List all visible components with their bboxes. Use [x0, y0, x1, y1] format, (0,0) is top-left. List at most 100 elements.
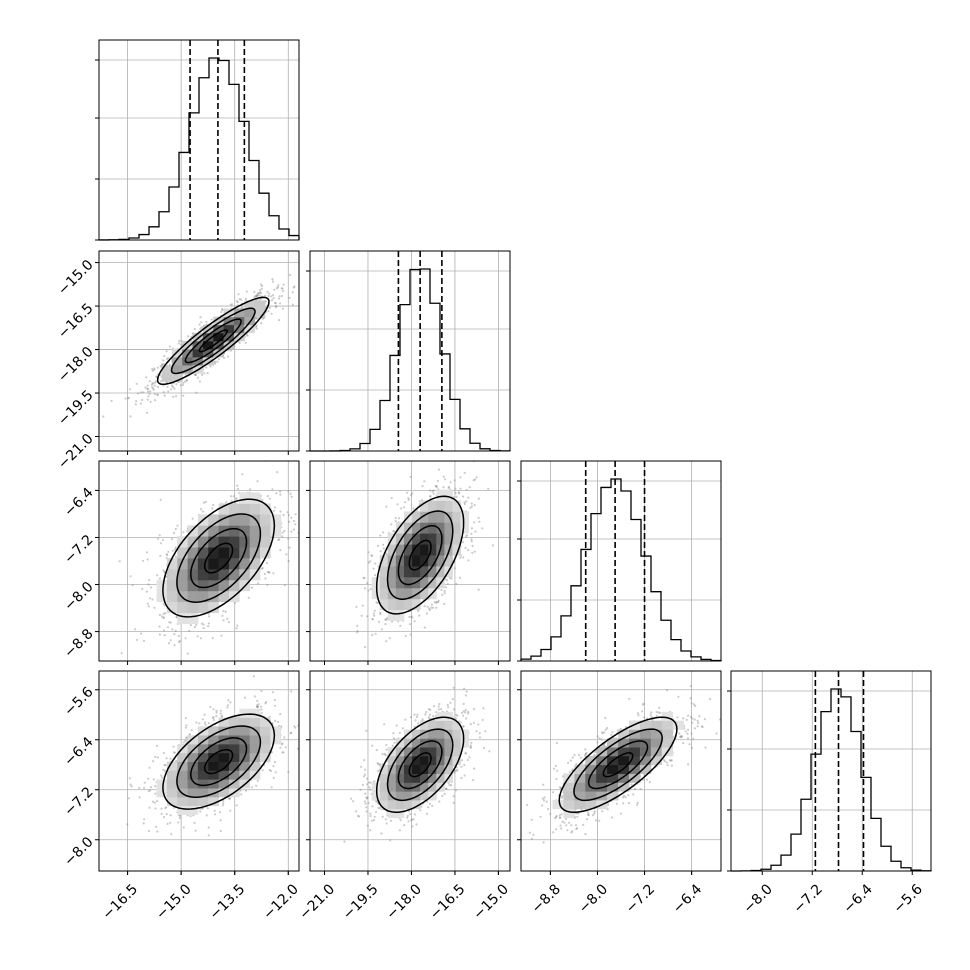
sample-point [385, 505, 388, 508]
sample-point [356, 624, 359, 628]
sample-point [474, 478, 477, 481]
sample-point [384, 623, 387, 626]
sample-point [255, 317, 258, 320]
sample-point [145, 551, 149, 554]
sample-point [474, 530, 477, 533]
density-cell [249, 525, 261, 537]
density-cell [202, 332, 214, 342]
sample-point [459, 476, 462, 479]
sample-point [274, 306, 278, 309]
sample-point [453, 567, 456, 570]
density-cell [452, 544, 461, 556]
sample-point [261, 284, 264, 288]
density-cell [452, 522, 461, 534]
density-cell [234, 308, 245, 318]
sample-point [187, 335, 190, 338]
sample-point [467, 496, 470, 499]
axes-frame [730, 670, 932, 872]
sample-point [366, 615, 369, 618]
sample-point [254, 294, 258, 298]
sample-point [167, 390, 170, 393]
sample-point [300, 520, 302, 522]
density-cell [244, 308, 255, 318]
sample-point [379, 534, 382, 537]
sample-point [147, 790, 150, 793]
density-cell [156, 590, 168, 603]
sample-point [158, 625, 161, 628]
sample-point [517, 505, 519, 507]
sample-point [198, 380, 201, 383]
sample-point [398, 517, 401, 520]
density-cell [436, 533, 445, 545]
density-cell [270, 514, 282, 526]
sample-point [146, 558, 149, 561]
sample-point [437, 601, 440, 604]
sample-point [193, 625, 196, 629]
sample-point [177, 634, 180, 638]
sample-point [173, 644, 176, 647]
sample-point [440, 588, 443, 592]
density-cell [436, 511, 445, 523]
sample-point [282, 514, 285, 517]
sample-point [224, 610, 227, 613]
sample-point [175, 383, 178, 386]
density-cell [428, 533, 437, 545]
sample-point [226, 617, 229, 620]
sample-point [276, 286, 279, 289]
sample-point [292, 519, 296, 523]
sample-point [193, 327, 196, 331]
density-cell [192, 348, 204, 358]
density-cell [234, 316, 245, 326]
sample-point [370, 554, 374, 558]
sample-point [169, 639, 172, 642]
density-cell [436, 566, 445, 578]
sample-point [156, 385, 160, 389]
sample-point [356, 631, 359, 634]
sample-point [163, 355, 166, 358]
density-cell [379, 555, 389, 567]
sample-point [220, 310, 223, 314]
density-cell [395, 566, 405, 578]
sample-point [165, 350, 168, 353]
sample-point [220, 634, 223, 637]
sample-point [156, 574, 159, 577]
sample-point [178, 817, 181, 820]
sample-point [457, 491, 461, 494]
density-cell [249, 514, 261, 526]
scatter-panel-p2-p3 [306, 460, 519, 665]
density-cell [218, 590, 230, 603]
density-cell [218, 536, 230, 548]
sample-point [216, 360, 219, 363]
sample-point [283, 529, 286, 533]
density-cell [171, 365, 183, 374]
sample-point [435, 484, 438, 488]
sample-point [236, 484, 239, 487]
sample-point [138, 796, 141, 799]
sample-point [432, 489, 435, 492]
sample-point [470, 527, 473, 530]
sample-point [202, 623, 205, 626]
sample-point [382, 531, 385, 534]
sample-point [473, 504, 476, 507]
density-cell [192, 340, 204, 350]
sample-point [135, 400, 138, 403]
sample-point [446, 579, 449, 582]
y-tick-label: −7.2 [61, 532, 96, 567]
density-cell [229, 579, 240, 592]
sample-point [212, 708, 215, 711]
sample-point [475, 476, 478, 479]
sample-point [150, 383, 153, 386]
sample-point [274, 771, 277, 774]
sample-point [159, 554, 162, 558]
sample-point [444, 578, 447, 581]
density-cell [412, 544, 421, 556]
sample-point [178, 814, 182, 818]
histogram-panel-p4 [727, 670, 932, 872]
sample-point [403, 506, 406, 509]
sample-point [380, 628, 383, 631]
density-cell [420, 566, 429, 578]
sample-point [294, 513, 297, 516]
density-cell [208, 569, 219, 581]
sample-point [175, 615, 178, 619]
sample-point [409, 633, 412, 636]
